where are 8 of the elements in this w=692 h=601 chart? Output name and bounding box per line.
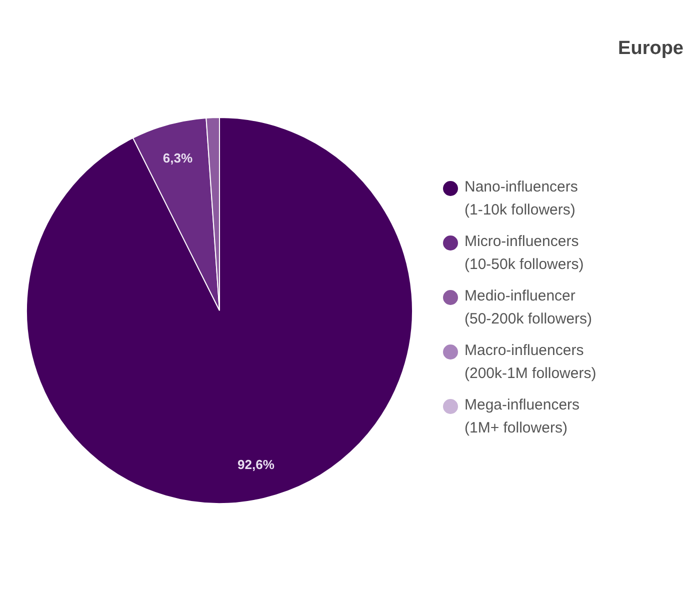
legend-label: Macro-influencers (200k-1M followers): [464, 342, 596, 382]
legend-label: Micro-influencers (10-50k followers): [464, 233, 584, 273]
text: Europe: [618, 38, 684, 59]
legend-label: Nano-influencers (1-10k followers): [464, 178, 578, 218]
legend-label: Mega-influencers (1M+ followers): [464, 396, 580, 436]
data-label: 6,3%: [162, 150, 193, 166]
legend-label: Medio-influencer (50-200k followers): [464, 288, 592, 328]
data-label: 92,6%: [238, 457, 275, 472]
